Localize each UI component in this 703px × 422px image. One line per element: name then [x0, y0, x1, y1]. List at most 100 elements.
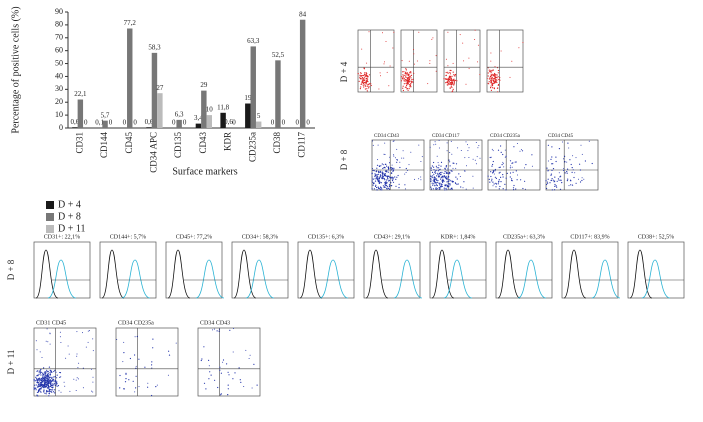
event-dot — [459, 176, 461, 177]
event-dot — [364, 76, 366, 78]
y-tick-label: 50 — [55, 58, 63, 67]
event-dot — [371, 188, 373, 190]
event-dot — [562, 141, 563, 143]
event-dot — [147, 382, 149, 384]
event-dot — [392, 178, 394, 180]
event-dot — [558, 148, 561, 150]
event-dot — [465, 188, 467, 190]
event-dot — [388, 85, 390, 87]
plot-frame — [231, 241, 289, 299]
event-dot — [87, 330, 89, 332]
event-dot — [368, 84, 370, 86]
event-dot — [389, 156, 391, 158]
event-dot — [491, 85, 494, 87]
event-dot — [418, 31, 420, 33]
event-dot — [390, 182, 392, 184]
event-dot — [514, 161, 516, 163]
event-dot — [372, 182, 375, 185]
bar — [102, 120, 108, 128]
event-dot — [578, 178, 579, 180]
event-dot — [433, 177, 435, 179]
event-dot — [438, 175, 440, 177]
event-dot — [46, 375, 48, 377]
event-dot — [92, 338, 94, 340]
event-dot — [487, 75, 489, 77]
event-dot — [490, 72, 492, 74]
event-dot — [546, 187, 548, 190]
panel-title: CD31 CD45 — [36, 320, 66, 326]
bar — [275, 60, 281, 129]
event-dot — [400, 76, 402, 78]
event-dot — [505, 177, 507, 179]
event-dot — [44, 382, 46, 384]
event-dot — [493, 82, 495, 84]
event-dot — [554, 176, 556, 178]
event-dot — [437, 172, 439, 174]
event-dot — [435, 169, 437, 171]
event-dot — [515, 188, 517, 190]
event-dot — [449, 188, 451, 190]
event-dot — [42, 379, 45, 381]
event-dot — [361, 81, 363, 83]
event-dot — [387, 187, 389, 189]
event-dot — [405, 73, 407, 75]
event-dot — [382, 176, 384, 178]
event-dot — [213, 328, 215, 330]
event-dot — [136, 335, 138, 338]
event-dot — [378, 165, 380, 167]
event-dot — [35, 389, 37, 391]
event-dot — [561, 182, 563, 184]
event-dot — [44, 386, 46, 388]
event-dot — [493, 183, 495, 185]
event-dot — [44, 378, 46, 380]
event-dot — [64, 385, 66, 387]
event-dot — [498, 179, 500, 181]
event-dot — [37, 385, 39, 387]
event-dot — [401, 60, 403, 62]
panel-title: KDR+: 1,84% — [441, 234, 476, 240]
event-dot — [219, 369, 221, 371]
event-dot — [490, 80, 492, 82]
event-dot — [500, 181, 502, 183]
event-dot — [405, 71, 407, 73]
event-dot — [368, 31, 370, 33]
event-dot — [494, 168, 496, 171]
event-dot — [449, 152, 451, 153]
histogram-sample — [195, 259, 225, 299]
event-dot — [46, 391, 48, 393]
event-dot — [489, 71, 491, 73]
event-dot — [381, 177, 383, 180]
event-dot — [558, 179, 560, 181]
event-dot — [398, 187, 400, 189]
bar — [146, 127, 152, 128]
event-dot — [446, 178, 448, 180]
event-dot — [135, 365, 137, 367]
event-dot — [443, 175, 445, 177]
event-dot — [208, 378, 210, 380]
event-dot — [439, 188, 441, 190]
event-dot — [436, 155, 438, 157]
event-dot — [467, 144, 468, 146]
event-dot — [452, 162, 454, 164]
event-dot — [443, 187, 445, 189]
event-dot — [47, 375, 49, 377]
event-dot — [409, 79, 410, 81]
event-dot — [448, 159, 450, 161]
event-dot — [40, 387, 42, 390]
event-dot — [228, 374, 230, 376]
event-dot — [454, 79, 456, 81]
event-dot — [504, 156, 506, 158]
event-dot — [573, 176, 575, 179]
event-dot — [505, 155, 507, 157]
event-dot — [474, 159, 476, 161]
event-dot — [249, 354, 251, 356]
event-dot — [383, 153, 385, 155]
event-dot — [489, 156, 491, 159]
event-dot — [404, 86, 406, 88]
event-dot — [45, 377, 48, 379]
event-dot — [50, 385, 52, 388]
event-dot — [380, 171, 382, 173]
event-dot — [385, 174, 387, 176]
event-dot — [453, 83, 455, 85]
event-dot — [447, 82, 449, 84]
